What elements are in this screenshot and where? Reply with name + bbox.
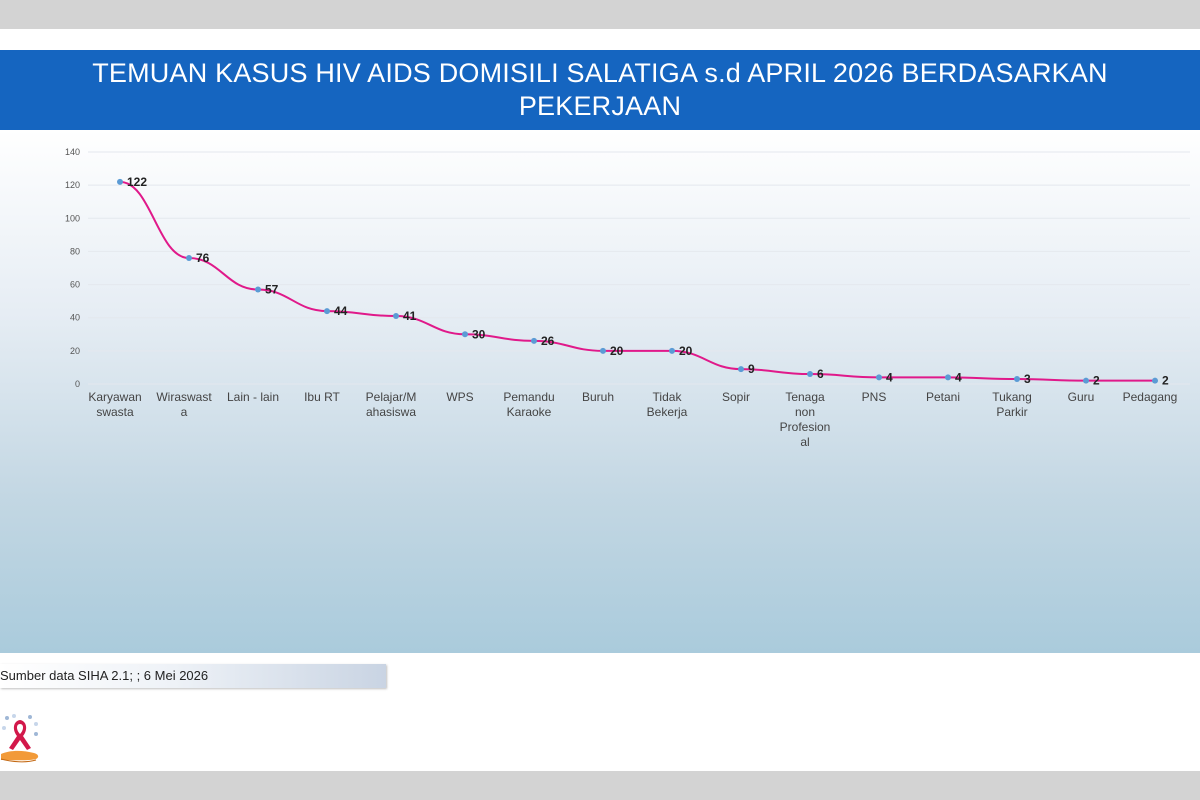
data-label: 20 [610,344,624,358]
data-label: 44 [334,304,348,318]
x-category-label: Tenaga non Profesion al [780,390,831,449]
slide: TEMUAN KASUS HIV AIDS DOMISILI SALATIGA … [0,29,1200,771]
series-line [119,180,1155,382]
x-axis-categories: Karyawan swasta Wiraswast a Lain - lain Ibu R… [88,390,1177,449]
y-tick-label: 40 [70,313,80,323]
data-point [117,178,123,185]
x-category-label: PNS [862,390,887,404]
data-point [738,366,744,373]
data-label: 41 [403,309,417,323]
x-category-label: Buruh [582,390,614,404]
y-tick-label: 60 [70,280,80,290]
data-label: 4 [886,370,893,384]
data-label: 76 [196,251,210,265]
data-label: 57 [265,283,279,297]
x-category-label: Guru [1068,390,1095,404]
x-category-label: Tidak Bekerja [647,390,688,419]
data-point [531,337,537,344]
x-category-label: Lain - lain [227,390,279,404]
data-label: 30 [472,327,486,341]
data-label: 20 [679,344,693,358]
data-label: 4 [955,370,962,384]
y-tick-label: 0 [75,379,80,389]
data-label: 2 [1093,374,1100,388]
x-category-label: Ibu RT [304,390,340,404]
x-category-label: Pelajar/M ahasiswa [366,390,417,419]
y-tick-label: 120 [65,180,80,190]
x-category-label: Pemandu Karaoke [503,390,554,419]
title-bar: TEMUAN KASUS HIV AIDS DOMISILI SALATIGA … [0,50,1200,130]
data-points [117,178,1158,384]
data-point [807,371,813,378]
data-point [1152,377,1158,384]
data-point [945,374,951,381]
data-point [669,347,675,354]
data-point [876,374,882,381]
chart-area: 0 20 40 60 80 100 120 140 122 76 57 44 41 30 26 20 20 9 6… [0,130,1200,653]
source-box: Sumber data SIHA 2.1; ; 6 Mei 2026 [0,664,386,688]
data-point [1014,376,1020,383]
data-label: 2 [1162,374,1169,388]
data-point [255,286,261,293]
data-point [393,313,399,320]
data-label: 26 [541,334,555,348]
y-tick-label: 100 [65,213,80,223]
x-category-label: Karyawan swasta [88,390,141,419]
data-point [186,255,192,262]
data-label: 9 [748,362,755,376]
data-label: 122 [127,175,147,189]
x-category-label: Wiraswast a [156,390,212,419]
y-tick-label: 140 [65,147,80,157]
y-axis-ticks: 0 20 40 60 80 100 120 140 [65,147,80,389]
chart-title: TEMUAN KASUS HIV AIDS DOMISILI SALATIGA … [92,58,1108,121]
data-point [600,347,606,354]
gridlines [88,151,1190,385]
data-point [1083,377,1089,384]
x-category-label: Pedagang [1123,390,1178,404]
data-point [324,308,330,315]
source-text: Sumber data SIHA 2.1; ; 6 Mei 2026 [0,668,209,683]
data-label: 6 [817,367,824,381]
x-category-label: WPS [446,390,473,404]
series-line-layer [119,180,1155,382]
data-point [462,331,468,338]
x-category-label: Petani [926,390,960,404]
data-label: 3 [1024,372,1031,386]
red-ribbon-hand-icon [0,712,42,768]
y-tick-label: 80 [70,246,80,256]
x-category-label: Tukang Parkir [992,390,1032,419]
y-tick-label: 20 [70,346,80,356]
x-category-label: Sopir [722,390,750,404]
